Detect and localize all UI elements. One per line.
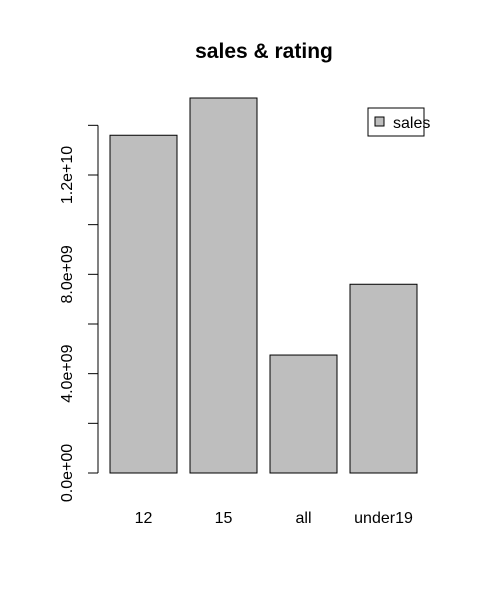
y-tick-label-0: 0.0e+00 [59, 444, 76, 502]
bar-all [269, 354, 338, 474]
y-tick-label-3: 1.2e+10 [59, 146, 76, 204]
y-tick-label-1: 4.0e+09 [59, 344, 76, 402]
x-tick-label-15: 15 [215, 510, 233, 527]
chart-title: sales & rating [195, 40, 333, 63]
x-axis-labels: 12 15 all under19 [135, 510, 413, 527]
x-tick-label-12: 12 [135, 510, 153, 527]
y-axis: 0.0e+00 4.0e+09 8.0e+09 1.2e+10 [59, 124, 99, 502]
x-tick-label-under19: under19 [354, 510, 413, 527]
legend-label-sales: sales [393, 115, 430, 132]
bar-under19 [349, 283, 418, 474]
bars [109, 97, 418, 474]
legend-box [367, 107, 425, 137]
bar-15 [189, 97, 258, 474]
legend-swatch [374, 116, 385, 127]
x-tick-label-all: all [295, 510, 311, 527]
legend: sales [367, 107, 430, 137]
y-tick-label-2: 8.0e+09 [59, 245, 76, 303]
bar-12 [109, 134, 178, 474]
